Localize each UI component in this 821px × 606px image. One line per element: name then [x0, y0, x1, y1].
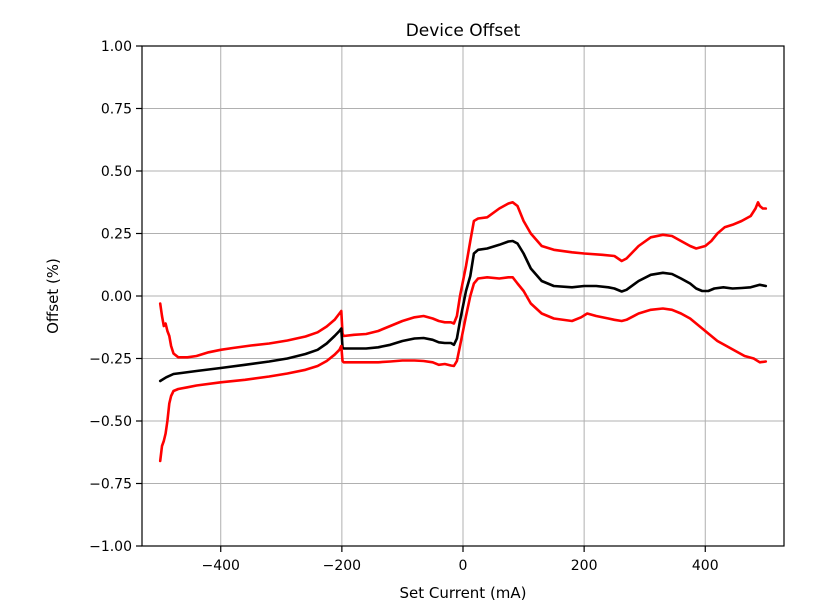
y-tick-label: −0.50 — [89, 414, 132, 430]
y-tick-label: 0.00 — [101, 289, 132, 305]
series-line-2 — [158, 239, 768, 383]
y-tick-label: 0.50 — [101, 164, 132, 180]
series-line-3 — [158, 276, 768, 463]
y-tick-label: 0.25 — [101, 227, 132, 243]
x-tick-label: 200 — [571, 558, 598, 574]
series-line-1 — [158, 201, 768, 359]
x-tick-label: −200 — [323, 558, 361, 574]
y-axis-label: Offset (%) — [44, 258, 62, 334]
y-tick-label: −1.00 — [89, 539, 132, 555]
axis-ticks: −400 −200 0 200 400 1.00 0.75 0.50 0.25 0.00 −0.25… — [89, 39, 719, 574]
y-tick-label: −0.75 — [89, 477, 132, 493]
x-tick-label: −400 — [202, 558, 240, 574]
y-tick-label: 0.75 — [101, 102, 132, 118]
y-tick-label: −0.25 — [89, 352, 132, 368]
series-lines — [158, 201, 768, 463]
grid-lines — [142, 45, 784, 547]
y-tick-label: 1.00 — [101, 39, 132, 55]
chart-title: Device Offset — [406, 21, 521, 41]
x-axis-label: Set Current (mA) — [399, 584, 526, 602]
x-tick-label: 400 — [692, 558, 719, 574]
x-tick-label: 0 — [459, 558, 468, 574]
